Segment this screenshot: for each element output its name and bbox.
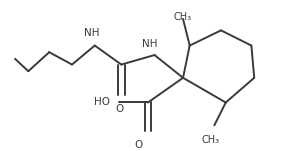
Text: CH₃: CH₃ bbox=[174, 12, 192, 22]
Text: NH: NH bbox=[84, 28, 100, 38]
Text: O: O bbox=[134, 140, 143, 150]
Text: HO: HO bbox=[94, 98, 110, 108]
Text: CH₃: CH₃ bbox=[202, 135, 220, 145]
Text: NH: NH bbox=[142, 39, 158, 49]
Text: O: O bbox=[115, 104, 124, 114]
